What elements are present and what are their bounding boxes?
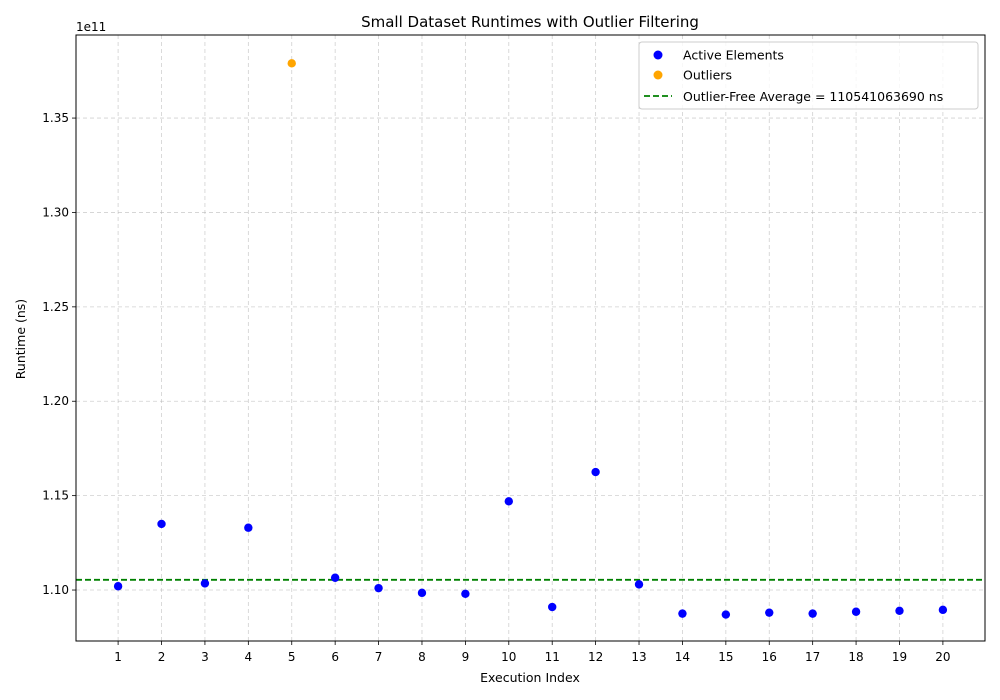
y-offset-text: 1e11 (76, 20, 106, 34)
active-point (678, 609, 687, 618)
x-tick-label: 8 (418, 650, 426, 664)
x-tick-label: 4 (245, 650, 253, 664)
active-point (591, 467, 600, 477)
x-tick-label: 12 (588, 650, 603, 664)
x-axis-ticks: 1 2 3 4 5 6 7 8 9 10 11 12 13 14 15 16 17 18 19 20 (114, 641, 951, 664)
active-point (548, 602, 557, 612)
active-point (851, 607, 861, 616)
active-point (374, 583, 383, 593)
active-point (504, 497, 513, 506)
active-point (417, 588, 427, 598)
data-points (113, 59, 948, 619)
x-tick-label: 19 (892, 650, 907, 664)
active-point (895, 606, 904, 615)
y-tick-label: 1.25 (42, 300, 69, 314)
legend-marker-active (653, 50, 663, 60)
active-point (938, 605, 948, 615)
x-tick-label: 2 (158, 650, 166, 664)
x-tick-label: 17 (805, 650, 820, 664)
y-tick-label: 1.10 (42, 583, 69, 597)
x-tick-label: 18 (848, 650, 863, 664)
active-point (200, 579, 210, 588)
active-point (113, 582, 123, 591)
active-point (461, 589, 470, 599)
y-axis-title: Runtime (ns) (13, 299, 28, 379)
x-tick-label: 1 (114, 650, 122, 664)
active-point (330, 573, 340, 582)
y-tick-label: 1.30 (42, 205, 69, 219)
legend: Active Elements Outliers Outlier-Free Av… (638, 41, 979, 110)
legend-box (638, 41, 979, 110)
x-tick-label: 14 (675, 650, 690, 664)
legend-marker-outliers (653, 70, 663, 80)
x-tick-label: 7 (375, 650, 383, 664)
y-tick-label: 1.15 (42, 489, 69, 503)
x-tick-label: 6 (331, 650, 339, 664)
outlier-point (287, 59, 296, 68)
grid (76, 35, 985, 641)
x-tick-label: 11 (545, 650, 560, 664)
x-tick-label: 16 (762, 650, 777, 664)
x-tick-label: 15 (718, 650, 733, 664)
y-axis-ticks: 1.10 1.15 1.20 1.25 1.30 1.35 (42, 111, 76, 597)
active-point (634, 580, 644, 589)
active-point (765, 608, 774, 617)
plot-area-frame (75, 34, 986, 642)
y-tick-label: 1.20 (42, 394, 69, 408)
x-tick-label: 9 (462, 650, 470, 664)
x-tick-label: 10 (501, 650, 516, 664)
chart-title: Small Dataset Runtimes with Outlier Filt… (361, 13, 699, 31)
active-point (721, 610, 731, 619)
x-tick-label: 3 (201, 650, 209, 664)
y-tick-label: 1.35 (42, 111, 69, 125)
legend-label-average: Outlier-Free Average = 110541063690 ns (683, 89, 943, 104)
x-axis-title: Execution Index (480, 670, 580, 685)
x-tick-label: 20 (935, 650, 950, 664)
active-point (244, 523, 253, 532)
x-tick-label: 13 (631, 650, 646, 664)
active-point (808, 609, 817, 618)
x-tick-label: 5 (288, 650, 296, 664)
active-point (157, 519, 166, 529)
legend-label-outliers: Outliers (683, 68, 732, 83)
legend-label-active: Active Elements (683, 48, 784, 63)
